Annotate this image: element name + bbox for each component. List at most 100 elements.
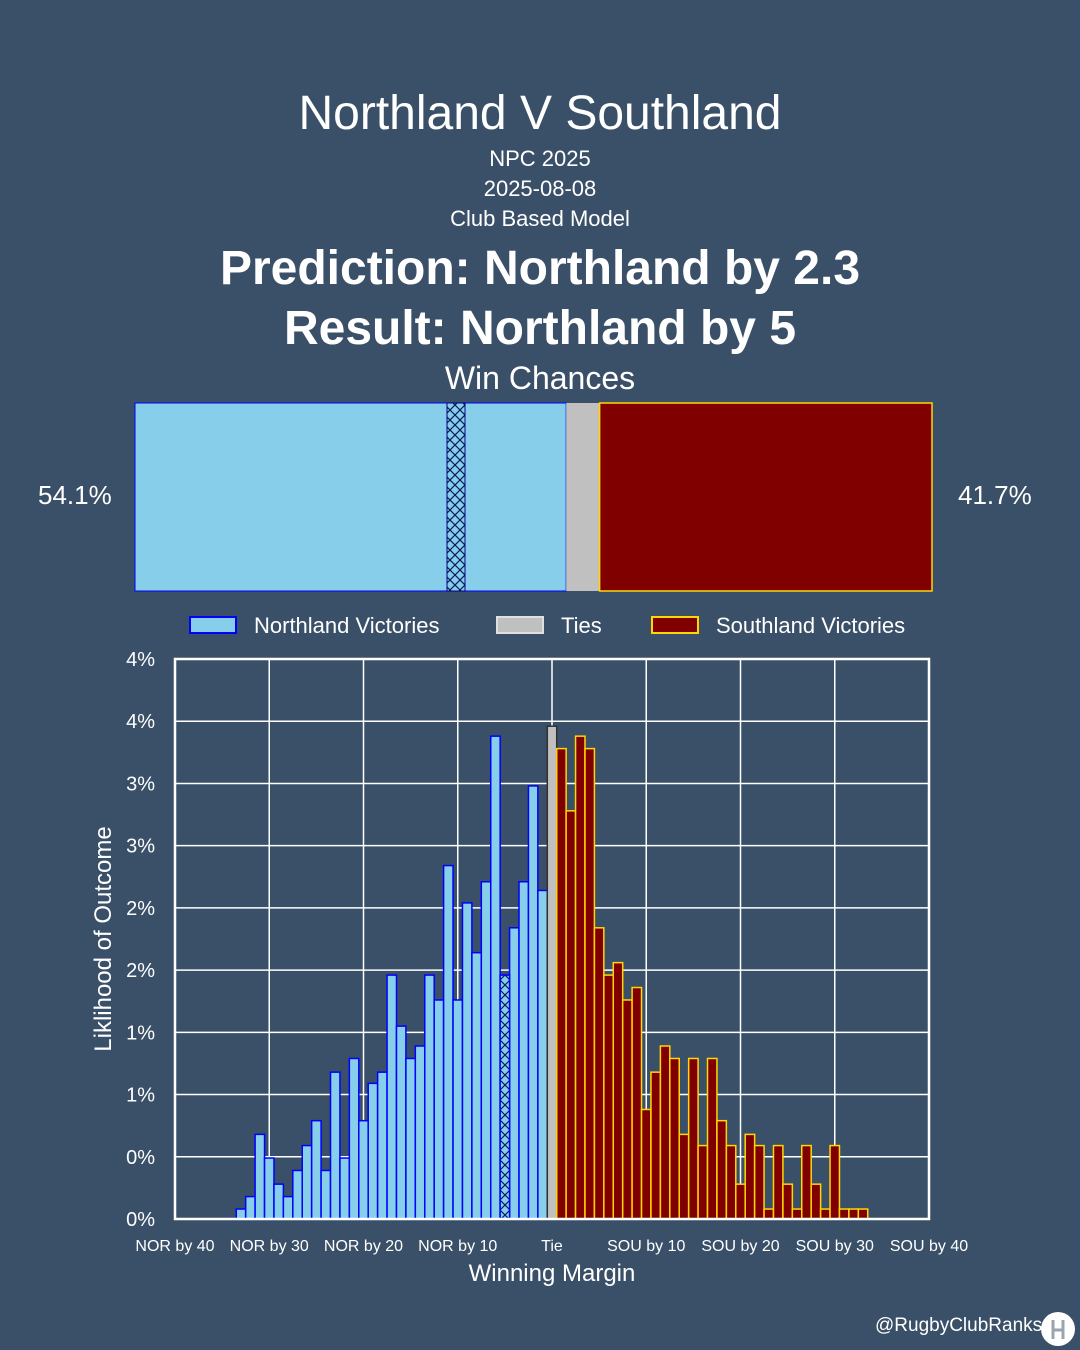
histogram-bar	[782, 1183, 794, 1220]
histogram-bar	[753, 1144, 765, 1220]
legend-label: Ties	[561, 613, 602, 638]
histogram-bar	[527, 785, 539, 1220]
histogram-bar	[716, 1119, 728, 1220]
histogram-bar	[659, 1045, 671, 1220]
histogram-bar	[329, 1071, 341, 1220]
histogram-bar	[593, 927, 605, 1220]
y-tick-label: 1%	[126, 1085, 155, 1107]
northland-win-segment	[134, 402, 567, 592]
histogram-bar	[310, 1119, 322, 1220]
histogram-bar	[801, 1144, 812, 1220]
result-text: Result: Northland by 5	[283, 302, 797, 355]
x-tick-label: NOR by 40	[135, 1238, 214, 1255]
twitter-handle: @RugbyClubRanks	[875, 1315, 1043, 1336]
histogram-bar	[735, 1183, 746, 1220]
histogram-bar	[650, 1071, 662, 1220]
x-tick-label: SOU by 30	[796, 1238, 874, 1255]
x-tick-label: NOR by 30	[230, 1238, 309, 1255]
histogram-bar	[339, 1157, 351, 1220]
histogram-bar	[640, 1108, 652, 1220]
histogram-bar	[555, 747, 567, 1220]
y-tick-label: 4%	[126, 711, 155, 733]
x-tick-label: NOR by 10	[418, 1238, 497, 1255]
histogram-bar	[819, 1208, 831, 1220]
histogram-bar	[791, 1208, 803, 1220]
histogram-bar	[621, 999, 633, 1220]
histogram-bar	[405, 1057, 417, 1220]
x-tick-label: SOU by 20	[701, 1238, 779, 1255]
histogram-bar	[603, 974, 615, 1220]
histogram-bar	[772, 1144, 784, 1220]
histogram-bar	[857, 1208, 869, 1220]
histogram-bar	[763, 1208, 775, 1220]
match-date: 2025-08-08	[483, 176, 597, 201]
x-tick-label: Tie	[541, 1238, 563, 1255]
y-tick-label: 3%	[126, 836, 155, 858]
histogram-plot: 0% 0% 1% 1% 2% 2% 3% 3% 4% 4% NOR by 40 NOR by 30 NO…	[90, 649, 968, 1287]
legend-swatch	[651, 616, 699, 634]
histogram-bar	[631, 986, 643, 1220]
histogram-bar	[697, 1144, 709, 1220]
histogram-bar	[706, 1057, 718, 1220]
legend-swatch	[189, 616, 237, 634]
y-tick-label: 4%	[126, 649, 155, 671]
southland-win-percent: 41.7%	[958, 480, 1032, 510]
histogram-bar	[489, 735, 501, 1220]
histogram-bar	[537, 889, 549, 1220]
histogram-bar	[376, 1071, 388, 1220]
histogram-bar	[433, 999, 445, 1220]
histogram-bar	[829, 1144, 841, 1220]
histogram-bar	[546, 725, 558, 1220]
histogram-bar	[367, 1082, 379, 1220]
histogram-bar	[414, 1045, 426, 1220]
histogram-bar	[669, 1057, 680, 1220]
histogram-bar	[744, 1133, 756, 1220]
histogram-bar	[263, 1157, 275, 1220]
histogram-bar	[273, 1183, 285, 1220]
page-title: Northland V Southland	[298, 87, 782, 140]
x-axis-label: Winning Margin	[469, 1260, 636, 1287]
histogram-bar	[838, 1208, 850, 1220]
histogram-bar	[461, 902, 473, 1220]
histogram-bar	[235, 1208, 247, 1220]
northland-win-percent: 54.1%	[38, 480, 112, 510]
x-tick-label: SOU by 40	[890, 1238, 968, 1255]
histogram-bar	[244, 1195, 256, 1220]
histogram-bar	[292, 1169, 303, 1220]
histogram-bar	[395, 1025, 407, 1220]
legend-label: Southland Victories	[716, 613, 905, 638]
y-tick-label: 2%	[126, 960, 155, 982]
histogram-bar	[848, 1208, 860, 1220]
histogram-bar	[442, 864, 454, 1220]
southland-win-segment	[598, 402, 933, 592]
legend-swatch	[496, 616, 544, 634]
win-chances-title: Win Chances	[444, 360, 636, 396]
histogram-bar	[452, 999, 464, 1220]
histogram-bar	[320, 1169, 332, 1220]
model-label: Club Based Model	[450, 206, 630, 231]
histogram-bar	[254, 1133, 266, 1220]
prediction-marker-bar	[499, 974, 511, 1220]
prediction-hatch-marker	[446, 402, 466, 592]
histogram-bar	[348, 1057, 360, 1220]
histogram-bar	[424, 974, 435, 1220]
y-tick-label: 0%	[126, 1209, 155, 1231]
histogram-bar	[386, 974, 398, 1220]
histogram-bar	[810, 1183, 822, 1220]
y-tick-label: 3%	[126, 773, 155, 795]
y-tick-label: 2%	[126, 898, 155, 920]
histogram-bar	[480, 881, 492, 1220]
y-axis-label: Liklihood of Outcome	[90, 826, 117, 1051]
histogram-bar	[471, 951, 483, 1220]
histogram-bar	[518, 881, 530, 1220]
histogram-bar	[725, 1144, 737, 1220]
histogram-bar	[508, 927, 520, 1220]
x-tick-label: SOU by 10	[607, 1238, 685, 1255]
competition-label: NPC 2025	[489, 146, 591, 171]
y-tick-label: 0%	[126, 1147, 155, 1169]
brand-logo-icon	[1041, 1312, 1075, 1346]
tie-segment	[566, 403, 600, 591]
histogram-bar	[612, 961, 624, 1220]
y-tick-label: 1%	[126, 1022, 155, 1044]
